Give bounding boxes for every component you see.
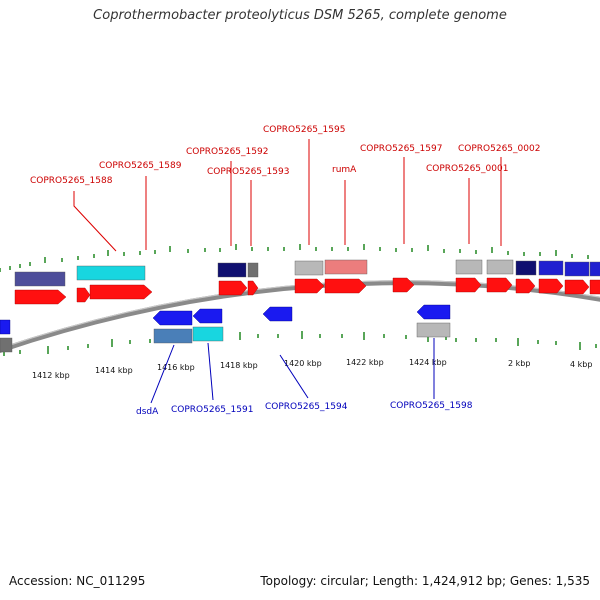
gene-label: COPRO5265_1588: [30, 176, 113, 186]
feature-row-upper: [14, 259, 600, 287]
cds-arrow: [589, 279, 600, 295]
axis-label: 1420 kbp: [284, 359, 322, 368]
map-title: Coprothermobacter proteolyticus DSM 5265…: [93, 8, 507, 23]
gene-label: COPRO5265_1595: [263, 125, 345, 135]
axis-label: 2 kbp: [508, 359, 530, 368]
gene-label: COPRO5265_1597: [360, 144, 442, 154]
cds-arrow: [538, 278, 564, 294]
cds-arrow: [89, 284, 153, 300]
gene-feature: [564, 261, 590, 277]
axis-label: 4 kbp: [570, 360, 592, 369]
inner-tick-ring: [3, 331, 597, 356]
genome-summary-text: Topology: circular; Length: 1,424,912 bp…: [260, 574, 590, 588]
axis-label: 1416 kbp: [157, 363, 195, 372]
gene-label: rumA: [332, 165, 357, 175]
outer-tick-ring: [0, 244, 589, 272]
gene-feature: [192, 326, 224, 342]
gene-feature: [455, 259, 483, 275]
cds-arrow: [0, 319, 11, 335]
axis-label: 1418 kbp: [220, 361, 258, 370]
cds-arrow: [486, 277, 513, 293]
cds-arrow: [76, 287, 91, 303]
gene-feature: [324, 259, 368, 275]
gene-feature: [515, 260, 537, 276]
gene-feature: [294, 260, 324, 276]
gene-feature: [14, 271, 66, 287]
cds-arrow: [192, 308, 223, 324]
gene-feature: [0, 337, 13, 353]
cds-arrow: [416, 304, 451, 320]
cds-arrow: [515, 278, 536, 294]
cds-arrow: [324, 278, 367, 294]
gene-feature: [589, 261, 600, 277]
gene-feature: [153, 328, 193, 344]
cds-arrow: [294, 278, 325, 294]
cds-arrow: [14, 289, 67, 305]
cds-arrow: [247, 280, 259, 296]
top-label-leaders: [73, 139, 502, 252]
gene-feature: [76, 265, 146, 281]
cds-reverse-row: [0, 304, 451, 335]
feature-row-lower: [0, 322, 451, 353]
gene-label: COPRO5265_1589: [99, 161, 182, 171]
axis-label: 1412 kbp: [32, 371, 70, 380]
gene-label: COPRO5265_1598: [390, 401, 473, 411]
gene-label: dsdA: [136, 407, 159, 417]
cds-arrow: [564, 279, 590, 295]
gene-label: COPRO5265_1591: [171, 405, 253, 415]
gene-feature: [416, 322, 451, 338]
cds-arrow: [455, 277, 482, 293]
axis-label: 1414 kbp: [95, 366, 133, 375]
axis-label: 1424 kbp: [409, 358, 447, 367]
top-labels: COPRO5265_1588 COPRO5265_1589 COPRO5265_…: [30, 125, 540, 186]
cds-arrow: [152, 310, 193, 326]
bottom-label-leaders: [150, 338, 435, 404]
cds-arrow: [392, 277, 415, 293]
bottom-labels: dsdA COPRO5265_1591 COPRO5265_1594 COPRO…: [136, 401, 473, 417]
gene-label: COPRO5265_1592: [186, 147, 268, 157]
axis-label: 1422 kbp: [346, 358, 384, 367]
accession-text: Accession: NC_011295: [9, 574, 146, 588]
gene-label: COPRO5265_0001: [426, 164, 508, 174]
cds-arrow: [218, 280, 248, 296]
gene-label: COPRO5265_1593: [207, 167, 289, 177]
gene-feature: [217, 262, 247, 278]
gene-label: COPRO5265_0002: [458, 144, 540, 154]
cds-arrow: [262, 306, 293, 322]
gene-label: COPRO5265_1594: [265, 402, 348, 412]
cds-forward-row: [14, 277, 600, 305]
gene-feature: [486, 259, 514, 275]
gene-feature: [538, 260, 564, 276]
axis-labels: 1412 kbp 1414 kbp 1416 kbp 1418 kbp 1420…: [32, 358, 592, 380]
gene-feature: [247, 262, 259, 278]
